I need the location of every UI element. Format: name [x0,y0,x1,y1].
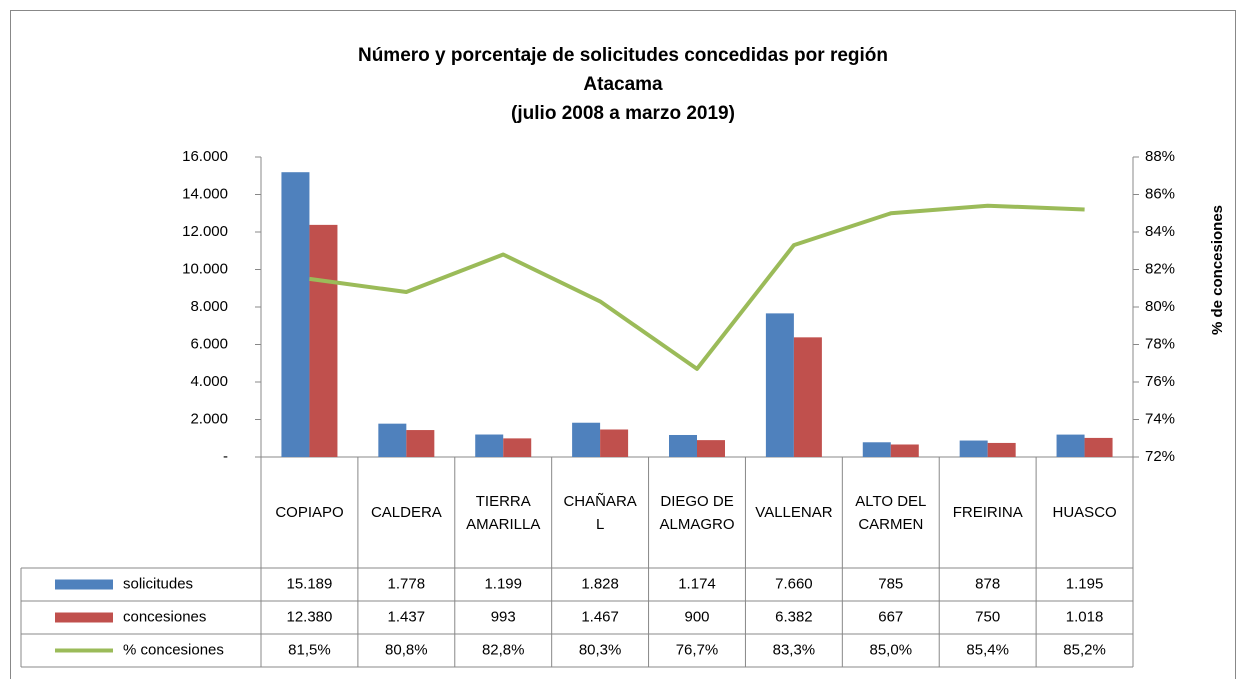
table-value: 82,8% [482,641,525,658]
table-value: 878 [975,575,1000,592]
table-value: 85,0% [870,641,913,658]
table-value: 1.467 [581,608,619,625]
category-cell: TIERRA AMARILLA [466,492,541,533]
bar [765,313,794,457]
chart-title: (julio 2008 a marzo 2019) [511,103,735,124]
y2-tick-label: 88% [1145,148,1175,165]
line [309,203,1085,371]
table-value: 1.778 [388,575,426,592]
x-tick-label: VALLENAR [755,504,833,521]
table-value: 76,7% [676,641,719,658]
x-tick-label: ALTO DEL CARMEN [855,492,927,533]
bar [1056,434,1085,457]
bar [309,224,338,457]
table-value: 7.660 [775,575,813,592]
x-tick-label: HUASCO [1052,504,1117,521]
y-tick-label: 2.000 [190,410,228,427]
bar [697,440,725,457]
table-value: 85,2% [1063,641,1106,658]
category-cell: HUASCO [1052,504,1117,521]
legend-label: % concesiones [123,641,224,658]
table-value: 80,3% [579,641,622,658]
bar [600,429,629,457]
x-tick-label: DIEGO DE ALMAGRO [659,492,735,533]
chart-frame [10,10,1236,679]
y2-tick-label: 72% [1145,448,1175,465]
bar [406,430,435,457]
table-value: 83,3% [773,641,816,658]
category-cell: CHAÑARAL [563,492,637,533]
bar [378,423,407,457]
bar [890,444,919,457]
y-tick-label: - [223,448,228,465]
table-value: 12.380 [286,608,332,625]
bar [475,434,504,457]
legend-swatch [55,612,113,623]
bar [669,434,697,457]
bar [1084,437,1113,457]
y-tick-label: 16.000 [182,148,228,165]
x-tick-label: CHAÑARAL [563,492,637,533]
y2-tick-label: 82% [1145,260,1175,277]
legend-label: solicitudes [123,575,193,592]
bar [281,172,310,458]
bar [959,440,988,457]
y2-axis-label: % de concesiones [1209,205,1226,335]
chart-title: Número y porcentaje de solicitudes conce… [358,45,888,66]
category-cell: VALLENAR [755,504,833,521]
x-tick-label: COPIAPO [275,504,344,521]
table-value: 1.018 [1066,608,1104,625]
y-tick-label: 6.000 [190,335,228,352]
table-value: 785 [878,575,903,592]
bar [987,442,1016,457]
y2-tick-label: 80% [1145,298,1175,315]
x-tick-label: TIERRA AMARILLA [466,492,541,533]
legend-label: concesiones [123,608,206,625]
y-tick-label: 4.000 [190,373,228,390]
y2-tick-label: 76% [1145,373,1175,390]
y-tick-label: 10.000 [182,260,228,277]
table-value: 81,5% [288,641,331,658]
table-value: 1.174 [678,575,716,592]
table-value: 993 [491,608,516,625]
category-cell: DIEGO DE ALMAGRO [659,492,735,533]
bar [793,337,822,457]
y2-tick-label: 86% [1145,185,1175,202]
y2-tick-label: 84% [1145,223,1175,240]
table-value: 750 [975,608,1000,625]
table-value: 1.437 [388,608,426,625]
chart-title: Atacama [583,74,663,95]
y-tick-label: 8.000 [190,298,228,315]
y2-tick-label: 74% [1145,410,1175,427]
table-value: 1.828 [581,575,619,592]
category-cell: ALTO DEL CARMEN [855,492,927,533]
legend-swatch [55,579,113,590]
y2-tick-label: 78% [1145,335,1175,352]
table-value: 85,4% [966,641,1009,658]
y-tick-label: 12.000 [182,223,228,240]
y-tick-label: 14.000 [182,185,228,202]
table-value: 15.189 [286,575,332,592]
category-cell: FREIRINA [952,504,1023,521]
x-tick-label: CALDERA [370,504,442,521]
table-value: 900 [684,608,709,625]
category-cell: COPIAPO [275,504,344,521]
table-value: 1.199 [484,575,522,592]
bar [503,438,532,457]
table-value: 667 [878,608,903,625]
category-cell: CALDERA [370,504,442,521]
table-value: 80,8% [385,641,428,658]
table-value: 1.195 [1066,575,1104,592]
table-value: 6.382 [775,608,813,625]
bar [862,442,891,457]
bar [572,422,601,457]
x-tick-label: FREIRINA [952,504,1023,521]
